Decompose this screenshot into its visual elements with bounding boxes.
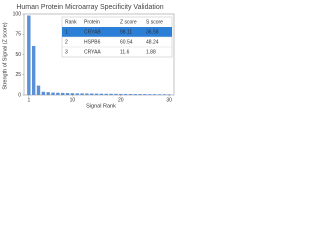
table-cell: 36.58	[146, 29, 159, 35]
x-tick-label: 20	[118, 97, 124, 103]
table-cell: CRYAB	[84, 29, 101, 35]
bar	[31, 45, 36, 95]
bar	[148, 94, 152, 95]
bar	[70, 93, 75, 95]
bar	[128, 94, 133, 95]
table-cell: 2	[65, 39, 68, 45]
bar	[80, 93, 84, 95]
bar	[104, 93, 108, 95]
y-tick-label: 100	[13, 11, 22, 17]
x-tick-label: 1	[27, 97, 30, 103]
table-cell: 1	[65, 29, 68, 35]
bar	[157, 94, 162, 95]
bar	[90, 93, 94, 95]
table-cell: 60.54	[120, 39, 133, 45]
table-header: Protein	[84, 19, 100, 25]
bar	[51, 92, 55, 95]
table-header: S score	[146, 19, 163, 25]
bar	[75, 93, 79, 95]
table-header: Z score	[120, 19, 137, 25]
bar	[167, 94, 171, 95]
table-cell: HSPB6	[84, 39, 101, 45]
bar	[99, 93, 104, 95]
bar	[123, 93, 128, 95]
bar	[162, 94, 167, 95]
bar	[143, 94, 147, 95]
y-tick-label: 25	[15, 72, 21, 78]
chart: Human Protein Microarray Specificity Val…	[2, 4, 175, 109]
bar	[41, 91, 46, 95]
table-cell: CRYAA	[84, 49, 101, 55]
bar	[85, 93, 89, 95]
bar	[138, 94, 142, 95]
table-header: Rank	[65, 19, 77, 25]
table-row-highlight	[62, 27, 172, 37]
bar	[114, 93, 118, 95]
x-tick-label: 30	[166, 97, 172, 103]
y-tick-label: 75	[15, 32, 21, 38]
y-axis-label: Strength of Signal (Z score)	[2, 22, 8, 89]
x-tick-label: 10	[70, 97, 76, 103]
y-tick-label: 0	[18, 92, 21, 98]
bar	[61, 92, 65, 95]
bar	[46, 92, 50, 95]
bar	[94, 93, 99, 95]
bar	[65, 93, 70, 95]
x-axis-label: Signal Rank	[86, 103, 116, 109]
bar	[133, 94, 137, 95]
table-cell: 3	[65, 49, 68, 55]
table-cell: 1.88	[146, 49, 156, 55]
table-cell: 98.11	[120, 29, 132, 35]
table-cell: 48.24	[146, 39, 159, 45]
chart-title: Human Protein Microarray Specificity Val…	[16, 4, 163, 11]
bar	[152, 94, 157, 95]
bar	[56, 92, 60, 95]
table-cell: 11.6	[120, 49, 130, 55]
y-tick-label: 50	[15, 52, 21, 58]
bar	[36, 85, 41, 95]
bar	[27, 15, 31, 96]
bar	[109, 93, 113, 95]
bar	[119, 93, 123, 95]
